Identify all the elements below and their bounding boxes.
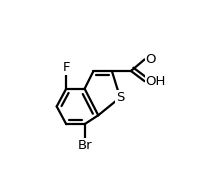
Text: Br: Br [77,139,92,152]
Text: OH: OH [146,75,166,88]
Text: F: F [62,61,70,74]
Text: S: S [116,91,124,104]
Text: O: O [146,53,156,66]
